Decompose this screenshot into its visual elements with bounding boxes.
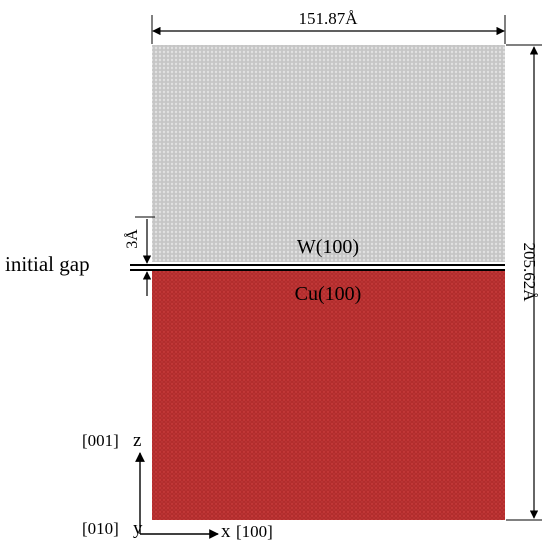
width-label: 151.87Å <box>298 9 358 28</box>
x-direction-label: [100] <box>236 522 273 541</box>
w-slab <box>152 45 505 262</box>
gap-label: 3Å <box>123 229 141 249</box>
cu-slab <box>152 270 505 520</box>
w-slab-label: W(100) <box>297 236 359 258</box>
height-label: 205.62Å <box>520 242 539 302</box>
cu-slab-label: Cu(100) <box>295 283 362 305</box>
initial-gap-label: initial gap <box>5 252 90 276</box>
y-direction-label: [010] <box>82 519 119 538</box>
x-axis-name: x <box>221 521 231 542</box>
z-axis-name: z <box>133 430 141 451</box>
z-direction-label: [001] <box>82 431 119 450</box>
y-axis-name: y <box>133 518 143 539</box>
